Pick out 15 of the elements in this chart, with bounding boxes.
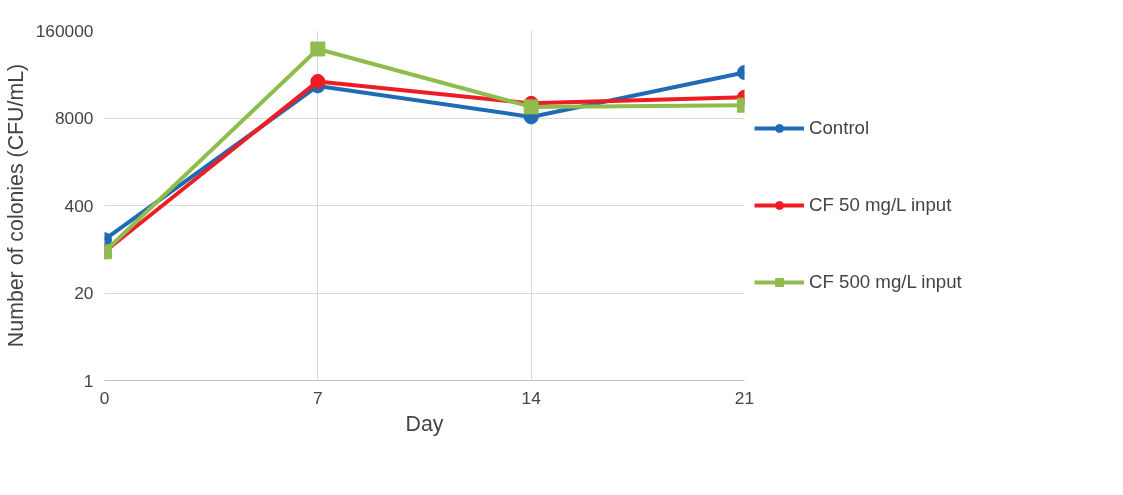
legend-label: CF 500 mg/L input [809,271,962,293]
y-tick-label: 1 [83,370,94,391]
y-tick-label: 8000 [54,108,94,128]
x-tick-label: 14 [521,387,542,408]
x-tick-label: 21 [734,387,755,408]
y-axis-title: Number of colonies (CFU/mL) [3,63,28,348]
legend-label: Control [809,117,870,139]
y-tick-label: 400 [64,195,94,216]
y-tick-label: 20 [74,283,94,303]
x-axis-title: Day [405,411,444,436]
x-tick-label: 0 [99,387,110,408]
x-tick-label: 7 [313,387,323,408]
legend-label: CF 50 mg/L input [809,194,952,216]
y-tick-label: 160000 [35,20,94,41]
point [310,73,326,89]
